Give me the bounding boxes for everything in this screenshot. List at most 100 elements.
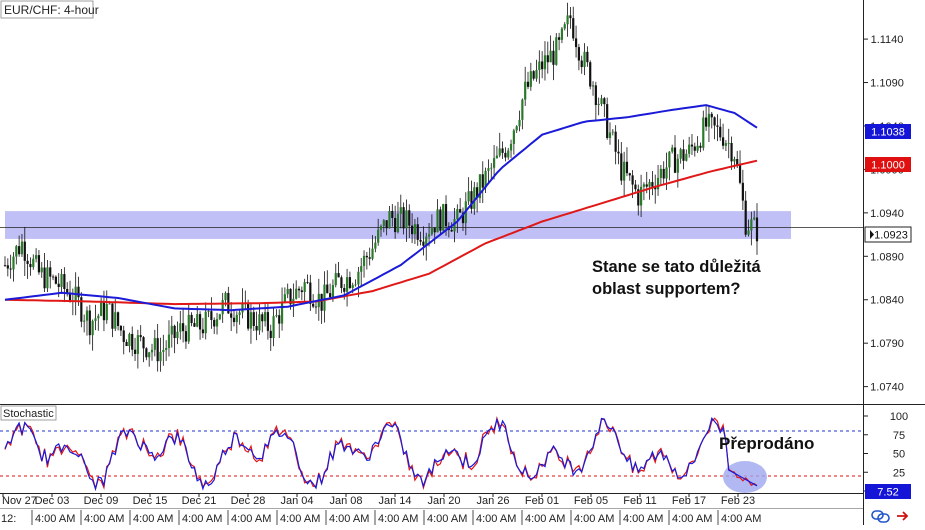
candle-body: [538, 61, 541, 71]
candle-body: [40, 267, 43, 273]
candle-body: [422, 241, 425, 246]
candle-body: [283, 294, 286, 302]
candle-body: [707, 113, 711, 127]
candle-body: [249, 312, 253, 329]
candle-body: [679, 149, 682, 159]
oversold-highlight: [723, 461, 767, 493]
candle-body: [413, 224, 417, 235]
candle-body: [343, 287, 346, 292]
time-label: 4:00 AM: [672, 513, 712, 525]
candle-body: [329, 293, 332, 298]
candle-body: [334, 273, 337, 286]
candle-body: [125, 341, 128, 347]
candle-body: [645, 184, 648, 187]
candle-body: [170, 325, 173, 335]
date-label: Jan 14: [378, 495, 411, 507]
candle-body: [263, 312, 267, 322]
candle-body: [586, 51, 589, 63]
candle-body: [416, 224, 419, 240]
candle-body: [682, 149, 685, 161]
candle-body: [705, 117, 708, 127]
candle-body: [43, 267, 46, 289]
candle-body: [224, 292, 227, 301]
fast-ma-price-badge: 1.1038: [865, 124, 911, 139]
candle-body: [85, 310, 89, 321]
candle-body: [176, 331, 179, 339]
date-label: Dec 09: [84, 495, 119, 507]
candle-body: [116, 312, 120, 326]
candle-body: [713, 117, 716, 126]
candle-body: [221, 300, 224, 315]
candle-body: [549, 50, 552, 63]
candle-body: [365, 255, 368, 258]
symbol-label-box: [0, 0, 94, 19]
candle-body: [348, 277, 352, 288]
candle-body: [182, 323, 185, 332]
candle-body: [625, 161, 629, 174]
candle-body: [577, 47, 580, 61]
candle-body: [309, 282, 312, 304]
candle-body: [507, 150, 510, 158]
candle-body: [235, 314, 238, 323]
svg-text:1.1038: 1.1038: [871, 127, 905, 139]
candle-body: [541, 61, 544, 70]
candle-body: [68, 292, 72, 301]
candle-body: [623, 161, 626, 181]
candle-body: [77, 286, 80, 298]
candle-body: [654, 186, 657, 190]
candle-body: [394, 218, 397, 233]
candle-body: [153, 338, 156, 350]
candle-body: [662, 168, 665, 179]
time-label: 4:00 AM: [329, 513, 369, 525]
candle-body: [297, 288, 301, 291]
candle-body: [481, 174, 484, 188]
candle-body: [614, 131, 617, 152]
candle-body: [114, 312, 117, 329]
candle-body: [145, 348, 148, 358]
candle-body: [560, 28, 564, 40]
date-label: Feb 01: [525, 495, 559, 507]
candle-body: [419, 239, 422, 242]
candle-body: [444, 204, 448, 227]
candle-body: [128, 333, 131, 347]
candle-body: [136, 335, 139, 354]
candle-body: [360, 266, 363, 272]
candle-body: [94, 318, 97, 321]
candle-body: [354, 284, 357, 286]
stochastic-value-badge: 7.52: [865, 484, 911, 499]
candle-body: [459, 209, 462, 213]
price-tick-label: 1.0940: [870, 208, 904, 220]
candle-body: [286, 288, 289, 295]
stochastic-tick-label: 50: [893, 449, 905, 461]
support-question-line1: Stane se tato důležitá: [592, 258, 762, 276]
candle-body: [611, 131, 614, 133]
candle-body: [476, 187, 479, 199]
candle-body: [566, 15, 569, 25]
symbol-label: EUR/CHF: 4-hour: [4, 3, 99, 17]
candle-body: [289, 288, 292, 305]
candle-body: [80, 297, 83, 322]
arrow-right-icon[interactable]: [897, 511, 909, 521]
slow-ma-price-badge: 1.1000: [865, 157, 911, 172]
ma-slow-line: [4, 159, 758, 306]
candle-body: [102, 301, 106, 321]
candle-body: [32, 258, 35, 268]
candle-body: [755, 217, 759, 242]
candle-body: [408, 210, 411, 226]
moving-averages-layer: [4, 104, 758, 312]
date-label: Dec 28: [231, 495, 266, 507]
candle-body: [382, 220, 385, 227]
candle-body: [450, 229, 453, 232]
candle-body: [750, 219, 753, 231]
link-icon[interactable]: [871, 510, 890, 523]
stochastic-tick-label: 25: [893, 467, 905, 479]
candle-body: [139, 335, 142, 338]
candle-body: [368, 257, 371, 259]
candle-body: [345, 277, 349, 292]
time-label: 4:00 AM: [623, 513, 663, 525]
candle-body: [716, 125, 719, 127]
time-label: 4:00 AM: [721, 513, 761, 525]
candle-body: [433, 227, 436, 233]
candle-body: [148, 352, 151, 358]
